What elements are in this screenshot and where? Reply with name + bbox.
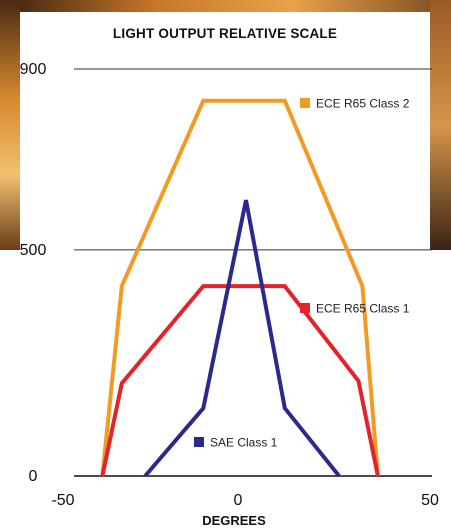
axis-tick-labels: 0 500 900 -50 0 50 xyxy=(20,61,439,509)
y-tick-label: 500 xyxy=(20,242,47,259)
legend-swatch xyxy=(194,437,204,447)
legend-label: ECE R65 Class 2 xyxy=(316,97,410,111)
series-lines xyxy=(100,98,380,478)
x-tick-label: 50 xyxy=(421,492,439,509)
series-line-3 xyxy=(143,199,341,478)
x-axis-label: DEGREES xyxy=(202,513,266,528)
legend: ECE R65 Class 2 ECE R65 Class 1 SAE Class … xyxy=(194,97,410,450)
series-line-1 xyxy=(100,98,380,477)
chart-title: LIGHT OUTPUT RELATIVE SCALE xyxy=(113,26,337,41)
legend-swatch xyxy=(300,303,310,313)
y-tick-label: 0 xyxy=(29,468,38,485)
series-line-2 xyxy=(100,284,380,477)
y-tick-label: 900 xyxy=(20,61,47,78)
legend-swatch xyxy=(300,98,310,108)
legend-label: SAE Class 1 xyxy=(210,436,278,450)
grid-lines xyxy=(74,68,432,477)
legend-label: ECE R65 Class 1 xyxy=(316,302,410,316)
x-tick-label: 0 xyxy=(234,492,243,509)
x-tick-label: -50 xyxy=(51,492,74,509)
